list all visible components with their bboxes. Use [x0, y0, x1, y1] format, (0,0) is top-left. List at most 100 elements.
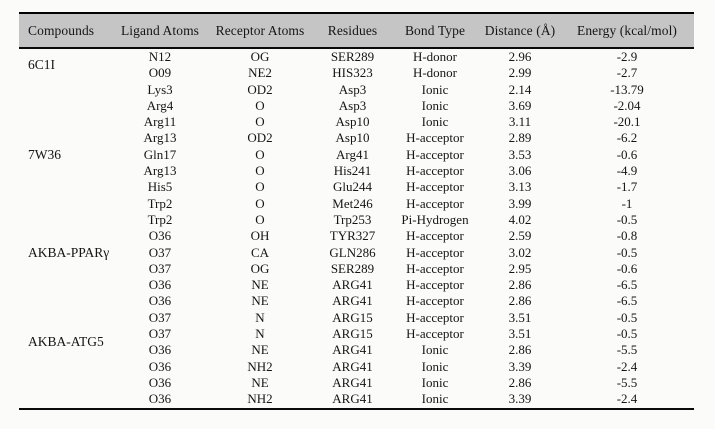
cell-residue: Asp10: [335, 130, 370, 146]
cell-energy: -2.7: [616, 65, 638, 81]
cell-distance: 3.06: [508, 163, 532, 179]
cell-distance: 3.53: [508, 146, 532, 162]
cell-ligand-atom: O09: [148, 65, 172, 81]
cell-bond-type: H-acceptor: [406, 130, 464, 146]
cell-distance: 2.86: [508, 293, 532, 309]
cell-energy: -2.4: [616, 391, 638, 407]
cell-ligand-atom: O36: [148, 342, 172, 358]
cell-energy: -4.9: [616, 163, 638, 179]
cell-bond-type: Ionic: [421, 358, 449, 374]
cell-bond-type: Ionic: [421, 114, 449, 130]
cell-receptor-atom: O: [255, 195, 265, 211]
cell-distance: 3.11: [508, 114, 532, 130]
cell-distance: 3.13: [508, 179, 532, 195]
cell-distance: 3.51: [508, 309, 532, 325]
header-residues: Residues: [315, 13, 390, 49]
cell-bond-type: H-donor: [412, 65, 458, 81]
cell-energy: -0.6: [616, 260, 638, 276]
cell-ligand-atom: O36: [148, 374, 172, 390]
cell-energy: -2.4: [616, 358, 638, 374]
table-row: O36 NH2 ARG41 Ionic 3.39 -2.4: [19, 359, 694, 375]
cell-bond-type: H-acceptor: [406, 326, 464, 342]
cell-ligand-atom: O37: [148, 309, 172, 325]
cell-residue: ARG41: [332, 342, 373, 358]
cell-residue: Met246: [332, 195, 373, 211]
cell-bond-type: H-acceptor: [406, 195, 464, 211]
table-row: Trp2 O Trp253 Pi-Hydrogen 4.02 -0.5: [19, 212, 694, 228]
cell-bond-type: Ionic: [421, 97, 449, 113]
cell-distance: 2.59: [508, 228, 532, 244]
compound-cell: 6C1I: [28, 57, 55, 73]
cell-bond-type: H-acceptor: [406, 277, 464, 293]
cell-energy: -6.5: [616, 277, 638, 293]
cell-residue: Arg41: [336, 146, 369, 162]
cell-energy: -1: [621, 195, 633, 211]
table-row: AKBA-ATG5 O36 NE ARG41 H-acceptor 2.86 -6.5: [19, 277, 694, 349]
table-row: Arg4 O Asp3 Ionic 3.69 -2.04: [19, 98, 694, 114]
table-row: Arg13 O His241 H-acceptor 3.06 -4.9: [19, 163, 694, 179]
cell-ligand-atom: O37: [148, 260, 172, 276]
cell-ligand-atom: O37: [148, 244, 172, 260]
cell-receptor-atom: NH2: [247, 358, 273, 374]
cell-residue: ARG41: [332, 277, 373, 293]
cell-bond-type: Ionic: [421, 342, 449, 358]
cell-residue: His241: [333, 163, 372, 179]
header-receptor-atoms: Receptor Atoms: [205, 13, 315, 49]
cell-receptor-atom: NE2: [248, 65, 272, 81]
table-row: O37 CA GLN286 H-acceptor 3.02 -0.5: [19, 245, 694, 261]
cell-ligand-atom: O36: [148, 358, 172, 374]
cell-ligand-atom: O37: [148, 326, 172, 342]
cell-distance: 2.99: [508, 65, 532, 81]
cell-ligand-atom: Trp2: [147, 211, 173, 227]
cell-ligand-atom: Gln17: [143, 146, 177, 162]
table-row: Gln17 O Arg41 H-acceptor 3.53 -0.6: [19, 147, 694, 163]
table-row: O37 N ARG15 H-acceptor 3.51 -0.5: [19, 326, 694, 342]
table-row: Trp2 O Met246 H-acceptor 3.99 -1: [19, 196, 694, 212]
cell-bond-type: H-acceptor: [406, 228, 464, 244]
cell-distance: 3.99: [508, 195, 532, 211]
cell-receptor-atom: NE: [251, 342, 269, 358]
header-distance: Distance (Å): [480, 13, 560, 49]
compound-cell: 7W36: [28, 146, 61, 162]
cell-ligand-atom: Arg13: [143, 130, 177, 146]
cell-receptor-atom: OD2: [247, 81, 273, 97]
compound-cell: AKBA-ATG5: [28, 334, 104, 350]
interactions-table: Compounds Ligand Atoms Receptor Atoms Re…: [19, 12, 694, 410]
cell-bond-type: H-acceptor: [406, 163, 464, 179]
cell-energy: -0.5: [616, 211, 638, 227]
cell-energy: -0.8: [616, 228, 638, 244]
table-row: O37 OG SER289 H-acceptor 2.95 -0.6: [19, 261, 694, 277]
cell-receptor-atom: N: [255, 309, 265, 325]
cell-ligand-atom: O36: [148, 228, 172, 244]
table-body: 6C1I N12 OG SER289 H-donor 2.96 -2.9 O09 NE2 HIS3…: [19, 48, 694, 409]
header-ligand-atoms: Ligand Atoms: [115, 13, 205, 49]
cell-residue: GLN286: [329, 244, 376, 260]
cell-energy: -1.7: [616, 179, 638, 195]
cell-distance: 3.02: [508, 244, 532, 260]
cell-receptor-atom: O: [255, 146, 265, 162]
cell-energy: -20.1: [613, 114, 641, 130]
cell-energy: -5.5: [616, 374, 638, 390]
compound-cell: AKBA-PPARγ: [28, 244, 110, 260]
cell-residue: Asp10: [335, 114, 370, 130]
cell-receptor-atom: NE: [251, 374, 269, 390]
cell-residue: ARG41: [332, 358, 373, 374]
cell-energy: -0.5: [616, 309, 638, 325]
cell-ligand-atom: N12: [148, 49, 172, 64]
table-row: O37 N ARG15 H-acceptor 3.51 -0.5: [19, 310, 694, 326]
header-row: Compounds Ligand Atoms Receptor Atoms Re…: [19, 13, 694, 49]
cell-ligand-atom: Arg13: [143, 163, 177, 179]
table-row: O36 NE ARG41 Ionic 2.86 -5.5: [19, 342, 694, 358]
cell-receptor-atom: O: [255, 163, 265, 179]
table-row: 7W36 Lys3 OD2 Asp3 Ionic 2.14 -13.79: [19, 81, 694, 162]
cell-bond-type: H-acceptor: [406, 244, 464, 260]
cell-distance: 2.14: [508, 81, 532, 97]
cell-residue: Asp3: [338, 81, 367, 97]
cell-receptor-atom: O: [255, 97, 265, 113]
cell-energy: -0.5: [616, 244, 638, 260]
cell-bond-type: H-acceptor: [406, 293, 464, 309]
cell-ligand-atom: Arg4: [146, 97, 174, 113]
cell-residue: ARG15: [332, 326, 373, 342]
table-header: Compounds Ligand Atoms Receptor Atoms Re…: [19, 13, 694, 49]
cell-residue: TYR327: [329, 228, 376, 244]
